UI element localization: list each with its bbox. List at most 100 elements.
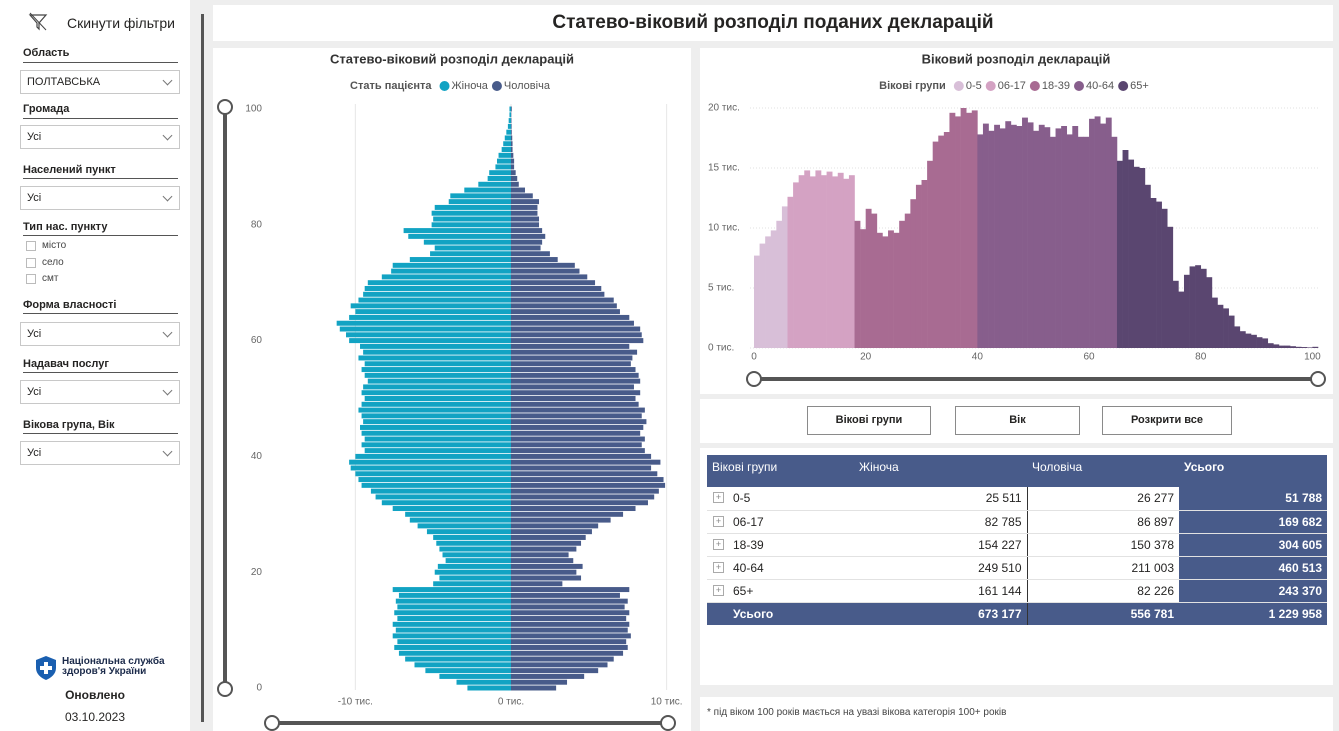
- checkbox[interactable]: місто: [26, 240, 66, 251]
- dropdown[interactable]: Усі: [20, 380, 180, 404]
- y-tick-label: 0: [256, 683, 262, 694]
- bar: [511, 158, 515, 164]
- bar: [509, 106, 511, 112]
- header-panel: [213, 5, 1333, 41]
- bar: [437, 563, 511, 569]
- bar: [349, 314, 511, 320]
- bar: [904, 213, 911, 348]
- bar: [392, 633, 511, 639]
- bar: [395, 627, 511, 633]
- bar: [511, 442, 642, 448]
- bar: [511, 419, 647, 425]
- bar: [511, 685, 557, 691]
- bar: [392, 587, 511, 593]
- bar: [448, 199, 511, 205]
- bar: [793, 182, 799, 348]
- bar: [398, 650, 511, 656]
- bar: [949, 112, 956, 348]
- table-cell[interactable]: 06-17: [707, 510, 854, 534]
- bar: [336, 320, 511, 326]
- filter-label: Форма власності: [23, 299, 117, 311]
- table-cell: 82 226: [1027, 579, 1179, 603]
- bar: [511, 581, 563, 587]
- table-cell[interactable]: 65+: [707, 579, 854, 603]
- bar: [349, 338, 511, 344]
- y-tick-label: 100: [245, 104, 262, 115]
- slider-handle[interactable]: [217, 99, 233, 115]
- slider-handle[interactable]: [746, 371, 762, 387]
- dropdown[interactable]: Усі: [20, 322, 180, 346]
- bar: [1223, 308, 1229, 348]
- bar: [434, 245, 511, 251]
- y-tick-label: 20: [251, 567, 263, 578]
- bar: [910, 199, 917, 348]
- bar: [392, 621, 511, 627]
- bar: [1312, 346, 1319, 348]
- bar: [403, 228, 511, 234]
- bar: [915, 184, 922, 348]
- y-tick-label: 60: [251, 335, 263, 346]
- bar: [1206, 277, 1213, 348]
- bar: [511, 268, 580, 274]
- slider-handle[interactable]: [1310, 371, 1326, 387]
- bar: [1038, 124, 1045, 348]
- slider-handle[interactable]: [217, 681, 233, 697]
- footnote: * під віком 100 років мається на увазі в…: [707, 707, 1007, 718]
- x-tick-label: 40: [972, 352, 984, 363]
- dropdown[interactable]: Усі: [20, 125, 180, 149]
- bar: [1200, 268, 1207, 348]
- dropdown[interactable]: Усі: [20, 186, 180, 210]
- button[interactable]: Вік: [955, 406, 1080, 435]
- bar: [511, 621, 630, 627]
- bar: [511, 534, 586, 540]
- bar: [511, 563, 583, 569]
- checkbox[interactable]: смт: [26, 273, 58, 284]
- slider-handle[interactable]: [660, 715, 676, 731]
- page-title: Статево-віковий розподіл поданих деклара…: [552, 12, 994, 33]
- bar: [1049, 136, 1056, 348]
- button[interactable]: Розкрити все: [1102, 406, 1232, 435]
- bar: [1150, 198, 1157, 348]
- reset-filters[interactable]: Скинути фільтри: [67, 15, 175, 31]
- bar: [511, 355, 633, 361]
- bar: [876, 232, 883, 348]
- bar: [511, 506, 636, 512]
- bar: [430, 251, 511, 257]
- bar: [360, 424, 511, 430]
- x-tick-label: 0 тис.: [498, 697, 524, 708]
- bar: [511, 320, 634, 326]
- x-tick-label: 60: [1083, 352, 1095, 363]
- bar: [496, 158, 511, 164]
- bar: [511, 367, 636, 373]
- bar: [860, 229, 866, 348]
- bar: [509, 112, 511, 118]
- bar: [1116, 160, 1123, 348]
- dropdown[interactable]: Усі: [20, 441, 180, 465]
- button[interactable]: Вікові групи: [807, 406, 931, 435]
- filter-underline: [23, 313, 178, 314]
- bar: [511, 662, 608, 668]
- separator: [201, 14, 204, 722]
- column-header[interactable]: Вікові групи: [707, 455, 854, 487]
- bar: [511, 592, 620, 598]
- legend-marker: [491, 81, 502, 91]
- column-header: Чоловіча: [1027, 455, 1179, 487]
- bar: [511, 233, 546, 239]
- updated-date: 03.10.2023: [64, 710, 126, 724]
- bar: [871, 213, 878, 348]
- checkbox[interactable]: село: [26, 257, 64, 268]
- filter-underline: [23, 118, 178, 119]
- bar: [439, 575, 511, 581]
- bar: [960, 108, 967, 348]
- dropdown[interactable]: ПОЛТАВСЬКА: [20, 70, 180, 94]
- bar: [511, 216, 540, 222]
- bar: [511, 558, 574, 564]
- bar: [511, 459, 661, 465]
- bar: [433, 216, 511, 222]
- legend-marker: [1074, 81, 1085, 91]
- slider-handle[interactable]: [264, 715, 280, 731]
- bar: [361, 442, 511, 448]
